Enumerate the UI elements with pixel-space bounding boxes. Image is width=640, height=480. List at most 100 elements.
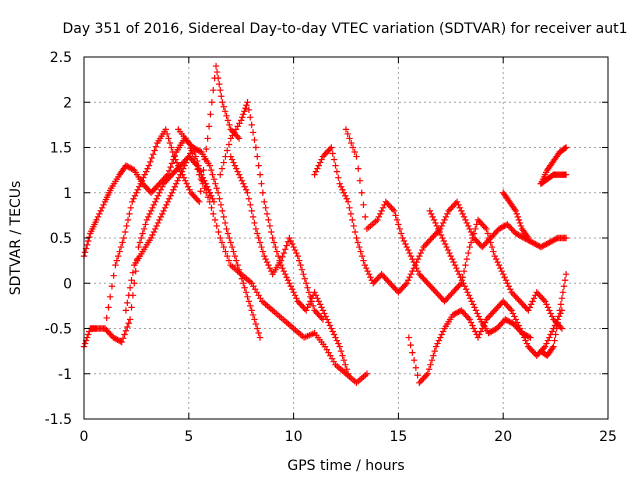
data-point (189, 191, 196, 198)
data-point (455, 271, 463, 278)
data-point (360, 201, 367, 209)
data-point (196, 148, 204, 155)
data-point (329, 328, 336, 335)
data-point (339, 186, 346, 193)
data-point (465, 249, 472, 257)
data-point (513, 231, 521, 238)
data-point (515, 231, 522, 239)
data-point (168, 171, 176, 178)
data-point (336, 343, 343, 350)
data-point (103, 314, 110, 322)
data-point (448, 290, 455, 298)
data-point (392, 286, 399, 293)
data-point (244, 293, 251, 301)
data-point (290, 289, 297, 296)
y-tick-label: -0.5 (45, 322, 72, 338)
data-point (212, 180, 219, 187)
data-point (388, 204, 395, 212)
data-point (488, 243, 496, 251)
data-point (392, 212, 399, 219)
data-point (172, 156, 179, 163)
data-point (459, 308, 466, 316)
data-point (552, 331, 559, 338)
data-point (284, 277, 292, 284)
data-point (491, 252, 499, 260)
series-track-14 (537, 171, 570, 187)
data-point (316, 313, 324, 320)
data-point (217, 201, 225, 209)
data-point (372, 277, 380, 284)
data-point (477, 219, 485, 227)
data-point (533, 352, 540, 359)
x-tick-label: 25 (599, 429, 617, 445)
data-point (178, 168, 186, 175)
data-point (474, 216, 482, 224)
x-axis-label: GPS time / hours (287, 458, 404, 474)
data-point (525, 307, 532, 314)
data-point (110, 334, 117, 341)
data-point (407, 271, 415, 278)
data-point (326, 322, 334, 329)
data-point (325, 319, 332, 326)
data-point (302, 280, 310, 287)
data-point (462, 261, 469, 269)
data-point (532, 240, 539, 248)
data-point (417, 249, 424, 257)
data-point (117, 338, 124, 345)
data-point (436, 228, 443, 236)
data-point (311, 307, 318, 314)
data-point (454, 267, 461, 275)
data-point (161, 178, 169, 186)
data-point (395, 221, 402, 228)
data-point (182, 136, 190, 144)
data-point (219, 99, 226, 106)
data-point (304, 284, 311, 291)
data-point (428, 284, 436, 291)
data-point (124, 216, 132, 224)
data-point (175, 174, 183, 181)
data-point (479, 243, 486, 251)
data-point (494, 304, 501, 311)
data-point (458, 207, 465, 215)
data-point (472, 328, 479, 335)
data-point (213, 68, 221, 76)
data-point (363, 264, 370, 272)
data-point (227, 239, 234, 246)
data-point (113, 257, 121, 264)
data-point (449, 311, 457, 319)
data-point (405, 334, 413, 341)
data-point (509, 310, 517, 317)
data-point (126, 284, 134, 291)
data-point (122, 307, 130, 314)
data-point (516, 326, 523, 334)
data-point (302, 307, 310, 314)
data-point (384, 277, 391, 284)
data-point (362, 213, 369, 221)
data-point (550, 237, 557, 244)
data-point (145, 186, 152, 193)
data-point (527, 334, 534, 341)
data-point (470, 230, 478, 237)
data-point (521, 331, 529, 338)
data-point (83, 241, 91, 248)
y-tick-label: 2.5 (50, 50, 72, 66)
data-point (541, 343, 549, 350)
data-point (180, 165, 187, 172)
data-point (333, 337, 341, 344)
data-point (344, 370, 352, 377)
data-point (509, 227, 517, 234)
data-point (495, 323, 502, 331)
data-point (215, 228, 222, 236)
data-point (208, 99, 216, 106)
data-point (112, 335, 120, 343)
data-point (407, 341, 414, 349)
data-point (340, 356, 348, 364)
data-point (462, 311, 469, 319)
data-point (471, 304, 478, 311)
data-point (297, 301, 304, 308)
data-point (93, 216, 100, 224)
data-point (412, 364, 420, 371)
data-point (262, 255, 269, 263)
data-point (481, 224, 489, 231)
data-point (488, 310, 496, 317)
